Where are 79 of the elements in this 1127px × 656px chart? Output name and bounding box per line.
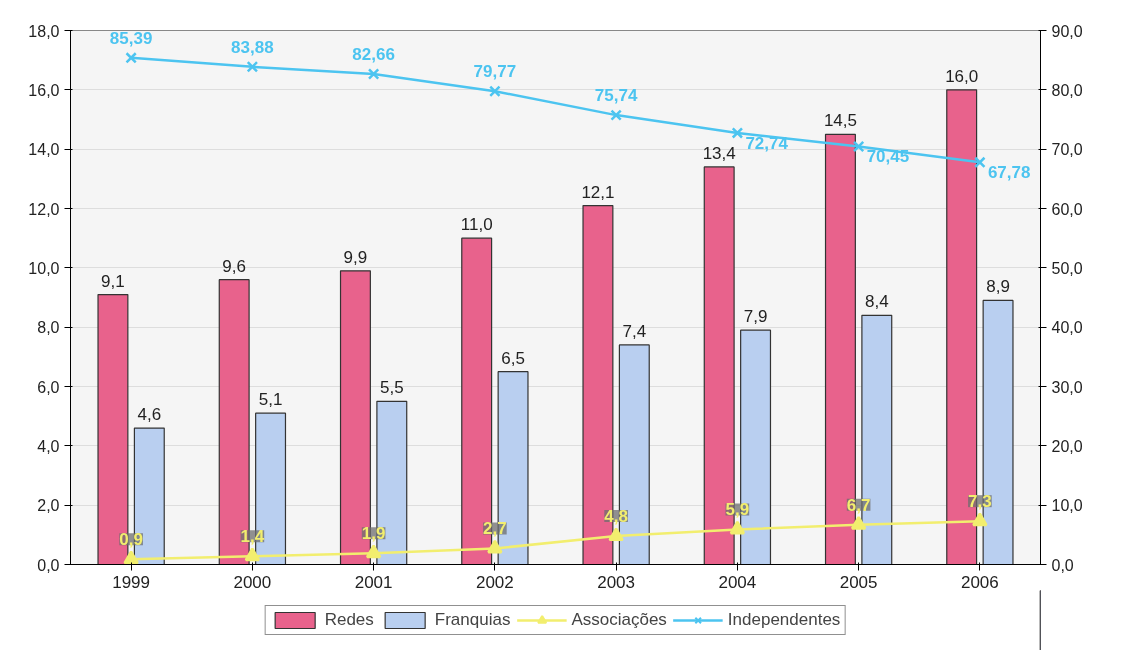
data-label: 9,6 <box>222 256 247 276</box>
point <box>610 109 622 121</box>
legend-label: Franquias <box>434 610 511 630</box>
point <box>367 68 380 80</box>
point <box>489 85 501 98</box>
data-label: 7,4 <box>622 321 647 341</box>
data-label: 1,9 <box>361 524 386 544</box>
data-label: 6,5 <box>501 348 525 368</box>
y-tick-label: 16,0 <box>28 81 60 99</box>
data-label: 4,6 <box>137 405 162 425</box>
data-label: 1,4 <box>240 527 265 547</box>
legend-label: Independentes <box>727 610 841 630</box>
point <box>125 52 137 64</box>
y-tick-label: 4,0 <box>37 437 60 455</box>
data-label: 70,45 <box>866 147 910 167</box>
data-label: 16,0 <box>945 66 979 86</box>
data-label: 6,7 <box>846 495 871 515</box>
data-label: 4,8 <box>604 507 628 527</box>
data-label: 8,9 <box>986 277 1010 297</box>
y-tick-label: 8,0 <box>37 319 60 337</box>
point <box>123 550 139 565</box>
y2-tick-label: 0,0 <box>1051 556 1074 574</box>
y-tick-label: 12,0 <box>28 200 60 218</box>
data-label: 9,9 <box>343 247 368 267</box>
data-label: 85,39 <box>109 28 153 48</box>
y2-tick-label: 60,0 <box>1051 200 1083 218</box>
data-label: 12,1 <box>581 182 615 202</box>
data-label: 79,77 <box>473 62 517 82</box>
y2-tick-label: 20,0 <box>1051 437 1083 455</box>
data-label: 5,9 <box>725 500 750 520</box>
data-label: 7,9 <box>743 307 768 327</box>
point <box>850 515 867 530</box>
point <box>972 512 988 527</box>
y-tick-label: 14,0 <box>28 141 60 159</box>
y2-tick-label: 30,0 <box>1051 378 1083 396</box>
data-label: 83,88 <box>231 37 274 57</box>
y2-tick-label: 90,0 <box>1051 22 1083 40</box>
data-label: 5,5 <box>380 378 404 398</box>
x-tick-label: 2004 <box>718 572 757 592</box>
data-label: 8,4 <box>865 292 889 312</box>
legend-label: Redes <box>324 610 374 630</box>
y2-tick-label: 80,0 <box>1051 81 1083 99</box>
point <box>974 156 986 169</box>
y-tick-label: 0,0 <box>37 556 60 574</box>
point <box>487 539 503 554</box>
x-tick-label: 2005 <box>839 572 878 592</box>
y-tick-label: 10,0 <box>28 259 60 277</box>
y-tick-label: 2,0 <box>37 497 60 515</box>
data-label: 14,5 <box>823 111 857 131</box>
x-tick-label: 2001 <box>354 572 393 592</box>
x-tick-label: 2000 <box>233 572 272 592</box>
y2-tick-label: 70,0 <box>1051 141 1083 159</box>
data-label: 5,1 <box>258 390 283 410</box>
y-tick-label: 6,0 <box>37 378 60 396</box>
point <box>365 544 382 559</box>
y-tick-label: 18,0 <box>28 22 60 40</box>
data-label: 9,1 <box>101 271 125 291</box>
x-tick-label: 2002 <box>475 572 514 592</box>
y2-tick-label: 50,0 <box>1051 259 1083 277</box>
x-tick-label: 1999 <box>112 572 151 592</box>
y2-tick-label: 10,0 <box>1051 497 1083 515</box>
data-label: 11,0 <box>460 215 493 235</box>
point <box>731 127 744 139</box>
data-label: 0,9 <box>119 530 143 550</box>
data-label: 75,74 <box>594 86 638 106</box>
x-tick-label: 2003 <box>597 572 636 592</box>
x-tick-label: 2006 <box>960 572 999 592</box>
point <box>244 547 261 562</box>
data-label: 82,66 <box>352 45 395 65</box>
legend-label: Associações <box>571 610 667 630</box>
y2-tick-label: 40,0 <box>1051 319 1083 337</box>
data-label: 13,4 <box>702 143 736 163</box>
data-label: 67,78 <box>987 163 1031 183</box>
point <box>608 527 624 542</box>
data-label: 7,3 <box>968 492 992 512</box>
point <box>246 60 259 73</box>
data-label: 2,7 <box>483 519 507 539</box>
point <box>852 140 865 153</box>
point <box>729 520 746 535</box>
